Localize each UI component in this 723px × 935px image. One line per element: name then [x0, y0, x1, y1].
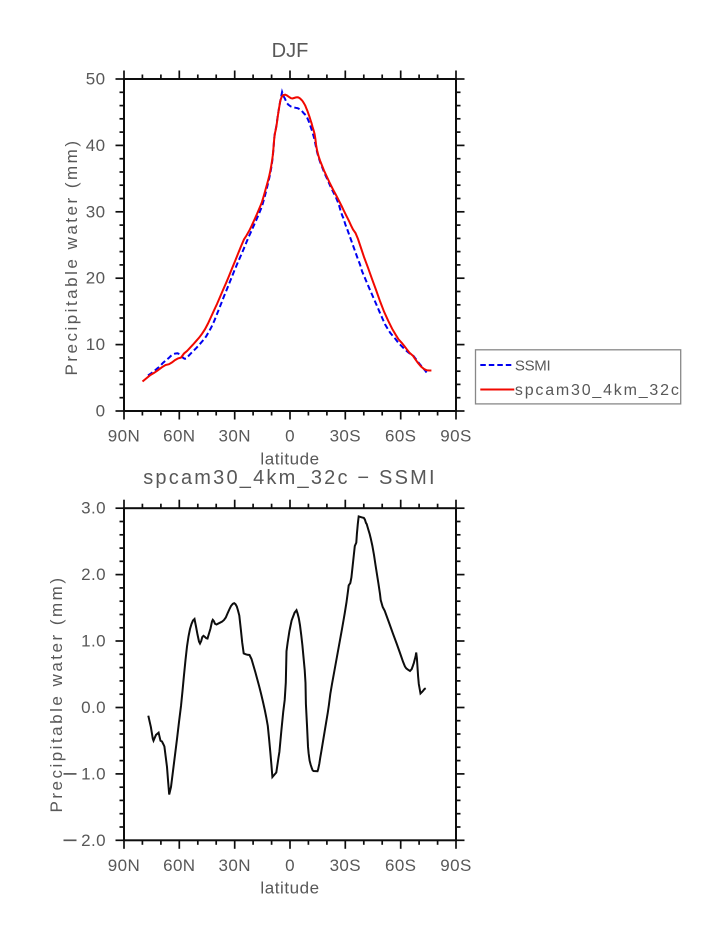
- svg-text:40: 40: [86, 136, 106, 155]
- svg-text:3.0: 3.0: [81, 499, 106, 518]
- svg-text:60N: 60N: [163, 427, 195, 446]
- svg-text:latitude: latitude: [260, 879, 319, 898]
- svg-text:Precipitable water (mm): Precipitable water (mm): [62, 139, 81, 376]
- svg-text:20: 20: [86, 269, 106, 288]
- svg-text:spcam30_4km_32c − SSMI: spcam30_4km_32c − SSMI: [143, 467, 437, 489]
- svg-text:30N: 30N: [219, 856, 251, 875]
- svg-text:30S: 30S: [330, 856, 361, 875]
- svg-text:DJF: DJF: [272, 40, 309, 62]
- svg-text:30: 30: [86, 202, 106, 221]
- svg-text:SSMI: SSMI: [515, 358, 550, 375]
- svg-text:60S: 60S: [385, 427, 416, 446]
- svg-text:90S: 90S: [440, 427, 471, 446]
- svg-text:60N: 60N: [163, 856, 195, 875]
- svg-text:spcam30_4km_32c: spcam30_4km_32c: [515, 382, 681, 399]
- svg-text:0: 0: [96, 402, 106, 421]
- svg-text:10: 10: [86, 335, 106, 354]
- svg-text:50: 50: [86, 70, 106, 89]
- svg-text:90N: 90N: [108, 427, 140, 446]
- svg-text:Precipitable water (mm): Precipitable water (mm): [47, 576, 66, 813]
- svg-text:1.0: 1.0: [81, 764, 106, 783]
- svg-text:0.0: 0.0: [81, 698, 106, 717]
- svg-text:90N: 90N: [108, 856, 140, 875]
- svg-text:latitude: latitude: [260, 450, 319, 469]
- svg-text:2.0: 2.0: [81, 565, 106, 584]
- svg-text:1.0: 1.0: [81, 632, 106, 651]
- svg-text:30S: 30S: [330, 427, 361, 446]
- svg-text:0: 0: [285, 856, 295, 875]
- svg-text:2.0: 2.0: [81, 831, 106, 850]
- svg-text:60S: 60S: [385, 856, 416, 875]
- svg-text:90S: 90S: [440, 856, 471, 875]
- svg-text:30N: 30N: [219, 427, 251, 446]
- svg-text:0: 0: [285, 427, 295, 446]
